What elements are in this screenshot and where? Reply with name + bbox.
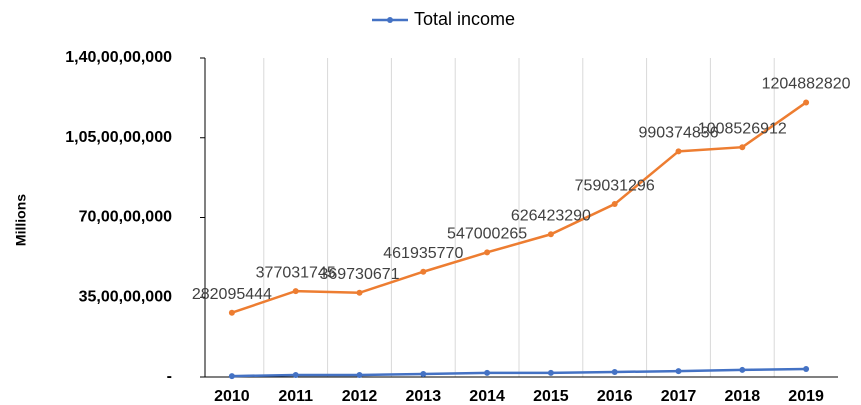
point <box>356 371 363 378</box>
point <box>611 368 618 375</box>
point <box>356 289 363 296</box>
y-tick-label: - <box>167 368 172 385</box>
x-tick-label: 2018 <box>725 388 761 405</box>
legend-label: Total income <box>414 9 515 29</box>
point <box>228 309 235 316</box>
point <box>292 371 299 378</box>
x-tick-label: 2014 <box>469 388 505 405</box>
point <box>675 368 682 375</box>
point <box>803 99 810 106</box>
point <box>739 144 746 151</box>
y-tick-label: 1,05,00,00,000 <box>65 129 172 146</box>
x-tick-label: 2016 <box>597 388 633 405</box>
point <box>547 369 554 376</box>
data-label: 547000265 <box>447 226 527 243</box>
data-label: 369730671 <box>319 266 399 283</box>
y-tick-label: 1,40,00,00,000 <box>65 49 172 66</box>
data-label: 1204882820 <box>762 76 851 93</box>
point <box>420 268 427 275</box>
series-line <box>231 367 807 378</box>
point <box>675 148 682 155</box>
point <box>484 369 491 376</box>
x-tick-label: 2012 <box>342 388 378 405</box>
data-label: 759031296 <box>575 177 655 194</box>
data-label: 461935770 <box>383 245 463 262</box>
data-label: 282095444 <box>192 286 272 303</box>
data-label: 990374836 <box>638 125 718 142</box>
x-tick-label: 2010 <box>214 388 250 405</box>
point <box>484 249 491 256</box>
point <box>292 288 299 295</box>
x-tick-label: 2019 <box>788 388 824 405</box>
x-tick-label: 2017 <box>661 388 697 405</box>
point <box>803 366 810 373</box>
x-tick-label: 2015 <box>533 388 569 405</box>
point <box>228 373 235 380</box>
point <box>420 371 427 378</box>
data-label: 626423290 <box>511 207 591 224</box>
point <box>739 366 746 373</box>
x-tick-label: 2011 <box>278 388 313 405</box>
y-tick-label: 35,00,00,000 <box>79 288 173 305</box>
point <box>547 231 554 238</box>
point <box>611 201 618 208</box>
legend-marker <box>387 17 393 23</box>
y-axis-label: Millions <box>13 194 29 246</box>
y-tick-label: 70,00,00,000 <box>79 209 173 226</box>
data-label: 377031745 <box>256 264 336 281</box>
x-tick-label: 2013 <box>406 388 442 405</box>
data-label: 1008526912 <box>698 120 787 137</box>
series-line <box>231 101 807 314</box>
